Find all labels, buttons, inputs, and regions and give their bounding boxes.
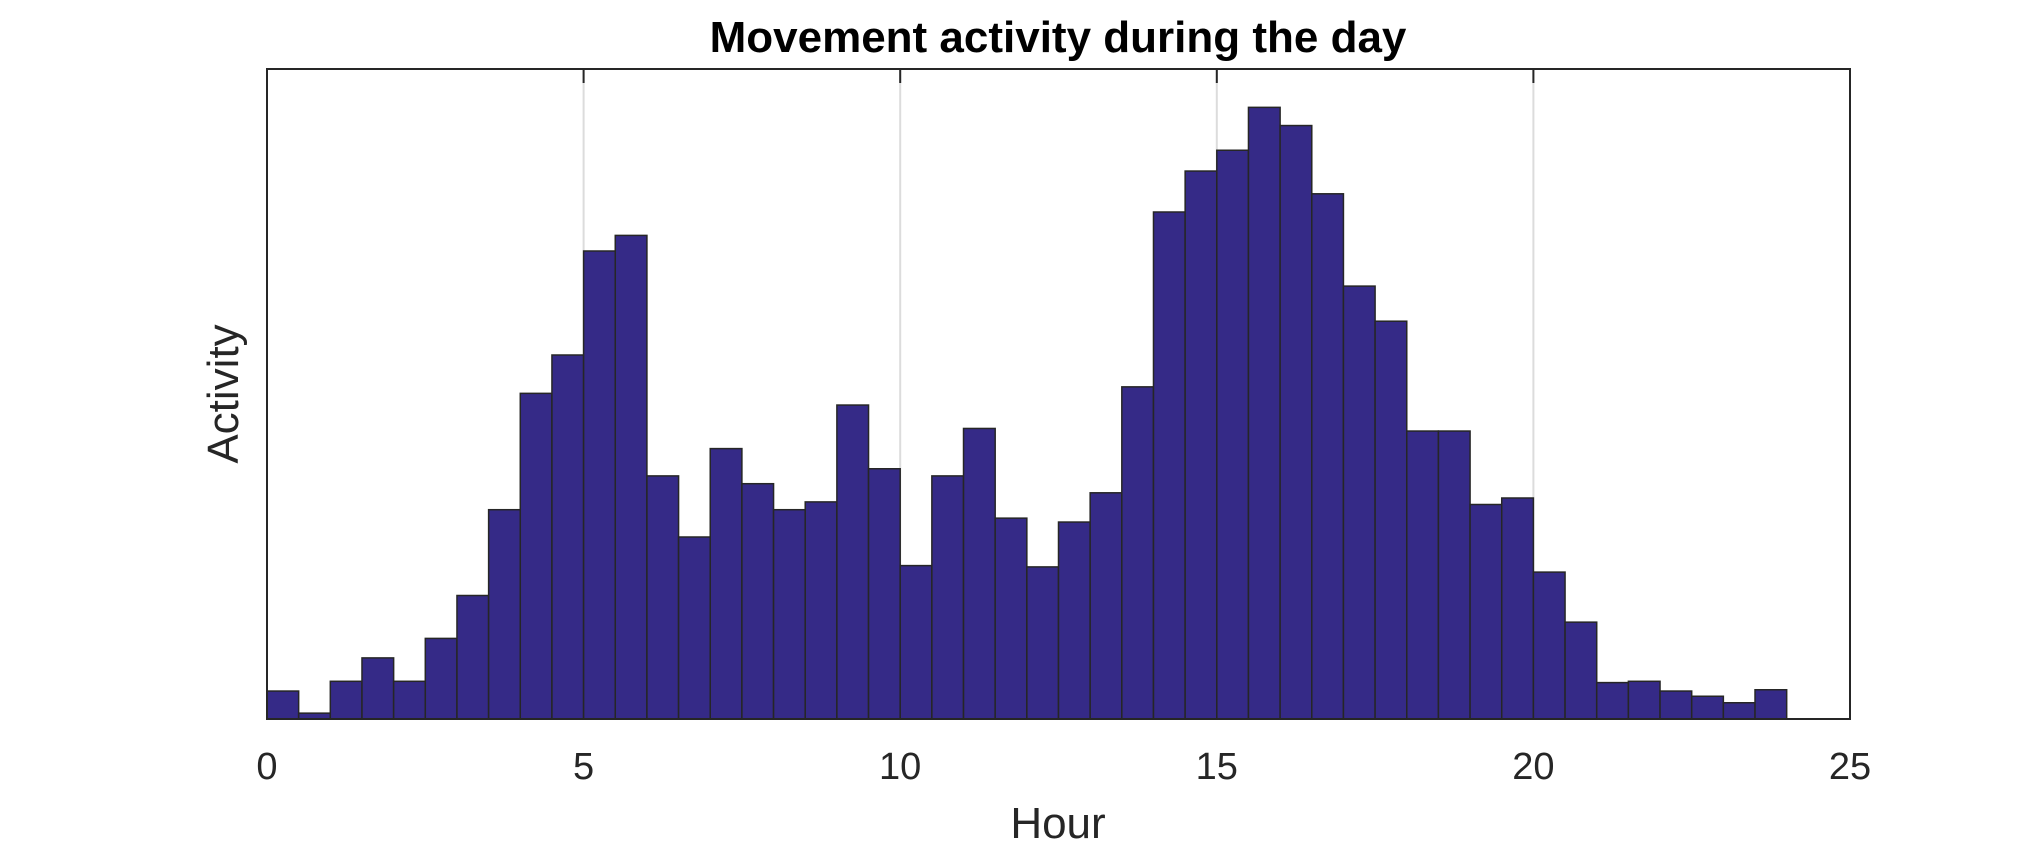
histogram-bar bbox=[1057, 521, 1091, 720]
plot-frame bbox=[266, 68, 1851, 720]
histogram-bar bbox=[1754, 689, 1788, 720]
histogram-bar bbox=[1342, 285, 1376, 720]
histogram-bar bbox=[424, 637, 458, 720]
histogram-bar bbox=[804, 501, 838, 720]
histogram-bar bbox=[1247, 106, 1281, 720]
histogram-bar bbox=[456, 594, 490, 720]
histogram-bar bbox=[1437, 430, 1471, 720]
y-axis-label: Activity bbox=[199, 324, 248, 463]
histogram-bar bbox=[1627, 680, 1661, 720]
histogram-bar bbox=[1564, 621, 1598, 720]
x-tick-label: 10 bbox=[879, 746, 921, 788]
histogram-bar bbox=[1184, 170, 1218, 720]
chart-title: Movement activity during the day bbox=[710, 13, 1407, 62]
histogram-bar bbox=[836, 404, 870, 720]
histogram-bar bbox=[329, 680, 363, 720]
histogram-bar bbox=[1595, 681, 1630, 720]
histogram-bar bbox=[1659, 690, 1693, 720]
histogram-bar bbox=[962, 427, 996, 720]
histogram-bar bbox=[1406, 430, 1440, 720]
histogram-bar bbox=[709, 447, 743, 720]
histogram-bar bbox=[1026, 566, 1060, 720]
histogram-bar bbox=[487, 508, 522, 720]
histogram-bar bbox=[1279, 124, 1313, 720]
histogram-bar bbox=[931, 475, 965, 720]
histogram-bar bbox=[867, 468, 901, 720]
histogram-bar bbox=[994, 517, 1028, 720]
histogram-bar bbox=[741, 482, 775, 720]
x-tick-label: 20 bbox=[1512, 746, 1554, 788]
x-tick-label: 0 bbox=[256, 746, 277, 788]
histogram-bar bbox=[614, 234, 648, 720]
histogram-bar bbox=[361, 657, 395, 720]
histogram-bar bbox=[519, 392, 553, 720]
x-axis-ticks: 0 5 10 15 20 25 bbox=[256, 69, 1871, 788]
histogram-bar bbox=[392, 680, 427, 720]
histogram-bar bbox=[1690, 695, 1725, 720]
histogram-bar bbox=[899, 564, 933, 720]
histogram-bar bbox=[1500, 497, 1535, 720]
histogram-bar bbox=[1469, 503, 1503, 720]
x-tick-label: 15 bbox=[1196, 746, 1238, 788]
histogram-bar bbox=[646, 475, 680, 720]
histogram-bar bbox=[1311, 193, 1345, 720]
histogram-bar bbox=[1216, 149, 1250, 720]
histogram-bar bbox=[1121, 386, 1155, 720]
histogram-bar bbox=[1532, 571, 1566, 720]
histogram-bar bbox=[1374, 320, 1408, 720]
histogram-bar bbox=[772, 508, 806, 720]
histogram-bar bbox=[677, 536, 711, 720]
histogram-bar bbox=[1152, 211, 1186, 720]
x-tick-label: 5 bbox=[573, 746, 594, 788]
histogram-bar bbox=[266, 690, 300, 720]
histogram-bar bbox=[1089, 492, 1123, 720]
x-tick-label: 25 bbox=[1829, 746, 1871, 788]
histogram-bar bbox=[551, 354, 585, 720]
histogram-bar bbox=[582, 250, 617, 720]
histogram-bars bbox=[266, 106, 1788, 720]
x-axis-label: Hour bbox=[1010, 799, 1105, 848]
histogram-bar bbox=[1722, 702, 1756, 720]
